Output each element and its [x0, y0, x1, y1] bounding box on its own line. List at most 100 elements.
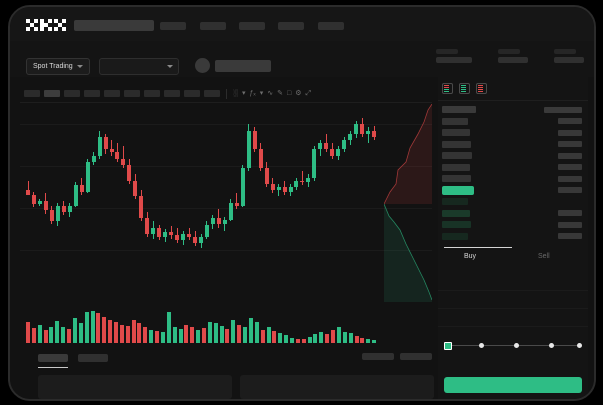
orderbook-ask-row[interactable]: [442, 117, 588, 126]
settings-icon[interactable]: ⚙: [295, 90, 302, 97]
timeframe-button-1[interactable]: [24, 90, 40, 97]
candle-body: [288, 186, 293, 192]
orderbook: [438, 101, 588, 241]
candle: [222, 104, 227, 302]
buy-submit-button[interactable]: [444, 377, 582, 393]
timeframe-button-5[interactable]: [104, 90, 120, 97]
volume-bar: [207, 321, 212, 343]
orderbook-view-bids-icon[interactable]: [459, 83, 470, 94]
volume-bar: [231, 319, 236, 343]
tab-sell[interactable]: Sell: [538, 252, 550, 260]
orderbook-ask-row[interactable]: [442, 151, 588, 160]
orderbook-bid-row[interactable]: [442, 197, 588, 206]
okx-logo[interactable]: [26, 19, 66, 31]
bottom-card-2[interactable]: [240, 375, 434, 399]
volume-bar: [102, 317, 107, 343]
timeframe-button-9[interactable]: [184, 90, 200, 97]
indicators-chevron-icon[interactable]: ▾: [259, 90, 264, 97]
volume-bar: [219, 325, 224, 343]
orderbook-ask-row[interactable]: [442, 128, 588, 137]
candle-wick: [176, 227, 178, 244]
nav-item-2[interactable]: [200, 22, 226, 30]
orderbook-bid-row[interactable]: [442, 232, 588, 241]
tab-open-orders[interactable]: [38, 354, 68, 362]
timeframe-button-7[interactable]: [144, 90, 160, 97]
order-price-field[interactable]: [438, 273, 588, 291]
candle: [240, 104, 245, 302]
slider-handle[interactable]: [444, 341, 452, 350]
timeframe-button-8[interactable]: [164, 90, 180, 97]
indicators-icon[interactable]: ƒₓ: [249, 90, 256, 97]
candle: [151, 104, 156, 302]
order-amount-field[interactable]: [438, 291, 588, 309]
app-screen: Spot Trading: [10, 7, 594, 399]
bottom-action-2[interactable]: [400, 353, 432, 360]
orderbook-view-both-icon[interactable]: [442, 83, 453, 94]
order-total-field[interactable]: [438, 309, 588, 327]
candle-body: [300, 180, 305, 183]
orderbook-bid-row[interactable]: [442, 209, 588, 218]
candle-body: [210, 218, 215, 225]
candle-wick: [116, 143, 118, 162]
line-tool-icon[interactable]: ∿: [267, 90, 274, 97]
candle-body: [348, 133, 353, 140]
timeframe-button-4[interactable]: [84, 90, 100, 97]
candle: [73, 104, 78, 302]
timeframe-button-3[interactable]: [64, 90, 80, 97]
volume-bar: [331, 330, 336, 343]
nav-item-1[interactable]: [160, 22, 186, 30]
timeframe-button-10[interactable]: [204, 90, 220, 97]
slider-stop-50[interactable]: [514, 342, 519, 348]
volume-bar: [137, 323, 142, 343]
orderbook-ask-row[interactable]: [442, 174, 588, 183]
candle-body: [306, 177, 311, 183]
candle: [288, 104, 293, 302]
orderbook-price-cell: [442, 175, 471, 182]
candle: [336, 104, 341, 302]
candle: [127, 104, 132, 302]
volume-bar: [301, 338, 306, 343]
bottom-action-1[interactable]: [362, 353, 394, 360]
nav-item-5[interactable]: [318, 22, 344, 30]
tab-order-history[interactable]: [78, 354, 108, 362]
candle: [216, 104, 221, 302]
nav-item-3[interactable]: [239, 22, 265, 30]
nav-item-4[interactable]: [278, 22, 304, 30]
device-frame: Spot Trading: [8, 5, 596, 401]
chart-gridline: [20, 208, 432, 209]
candlestick-icon[interactable]: ░: [233, 90, 238, 97]
volume-bar: [55, 320, 60, 343]
orderbook-last-price-row[interactable]: [442, 185, 588, 195]
bottom-card-1[interactable]: [38, 375, 232, 399]
timeframe-button-6[interactable]: [124, 90, 140, 97]
pencil-icon[interactable]: ✎: [277, 90, 283, 97]
slider-stop-25[interactable]: [479, 342, 484, 348]
candle-body: [372, 130, 377, 137]
orderbook-ask-row[interactable]: [442, 140, 588, 149]
candle-body: [175, 235, 180, 241]
tab-buy[interactable]: Buy: [464, 252, 477, 260]
candle-body: [240, 168, 245, 206]
slider-stop-75[interactable]: [549, 342, 554, 348]
candle: [133, 104, 138, 302]
search-input[interactable]: [74, 20, 154, 31]
stat-value: [498, 57, 528, 63]
camera-icon[interactable]: □: [286, 90, 292, 97]
slider-stop-100[interactable]: [577, 342, 582, 348]
pair-selector[interactable]: [99, 58, 179, 75]
orderbook-ask-row[interactable]: [442, 163, 588, 172]
timeframe-button-2[interactable]: [44, 90, 60, 97]
candle: [26, 104, 30, 302]
orderbook-view-asks-icon[interactable]: [476, 83, 487, 94]
stat-block-3: [554, 49, 584, 63]
chart-type-chevron-icon[interactable]: ▾: [241, 90, 246, 97]
candle: [246, 104, 251, 302]
market-type-dropdown[interactable]: Spot Trading: [26, 58, 90, 75]
orderbook-bid-row[interactable]: [442, 220, 588, 229]
candle: [360, 104, 365, 302]
stat-value: [554, 57, 584, 63]
candle-wick: [218, 208, 220, 228]
fullscreen-icon[interactable]: ⤢: [305, 90, 312, 97]
amount-percent-slider[interactable]: [444, 341, 582, 351]
price-chart[interactable]: [20, 104, 432, 302]
